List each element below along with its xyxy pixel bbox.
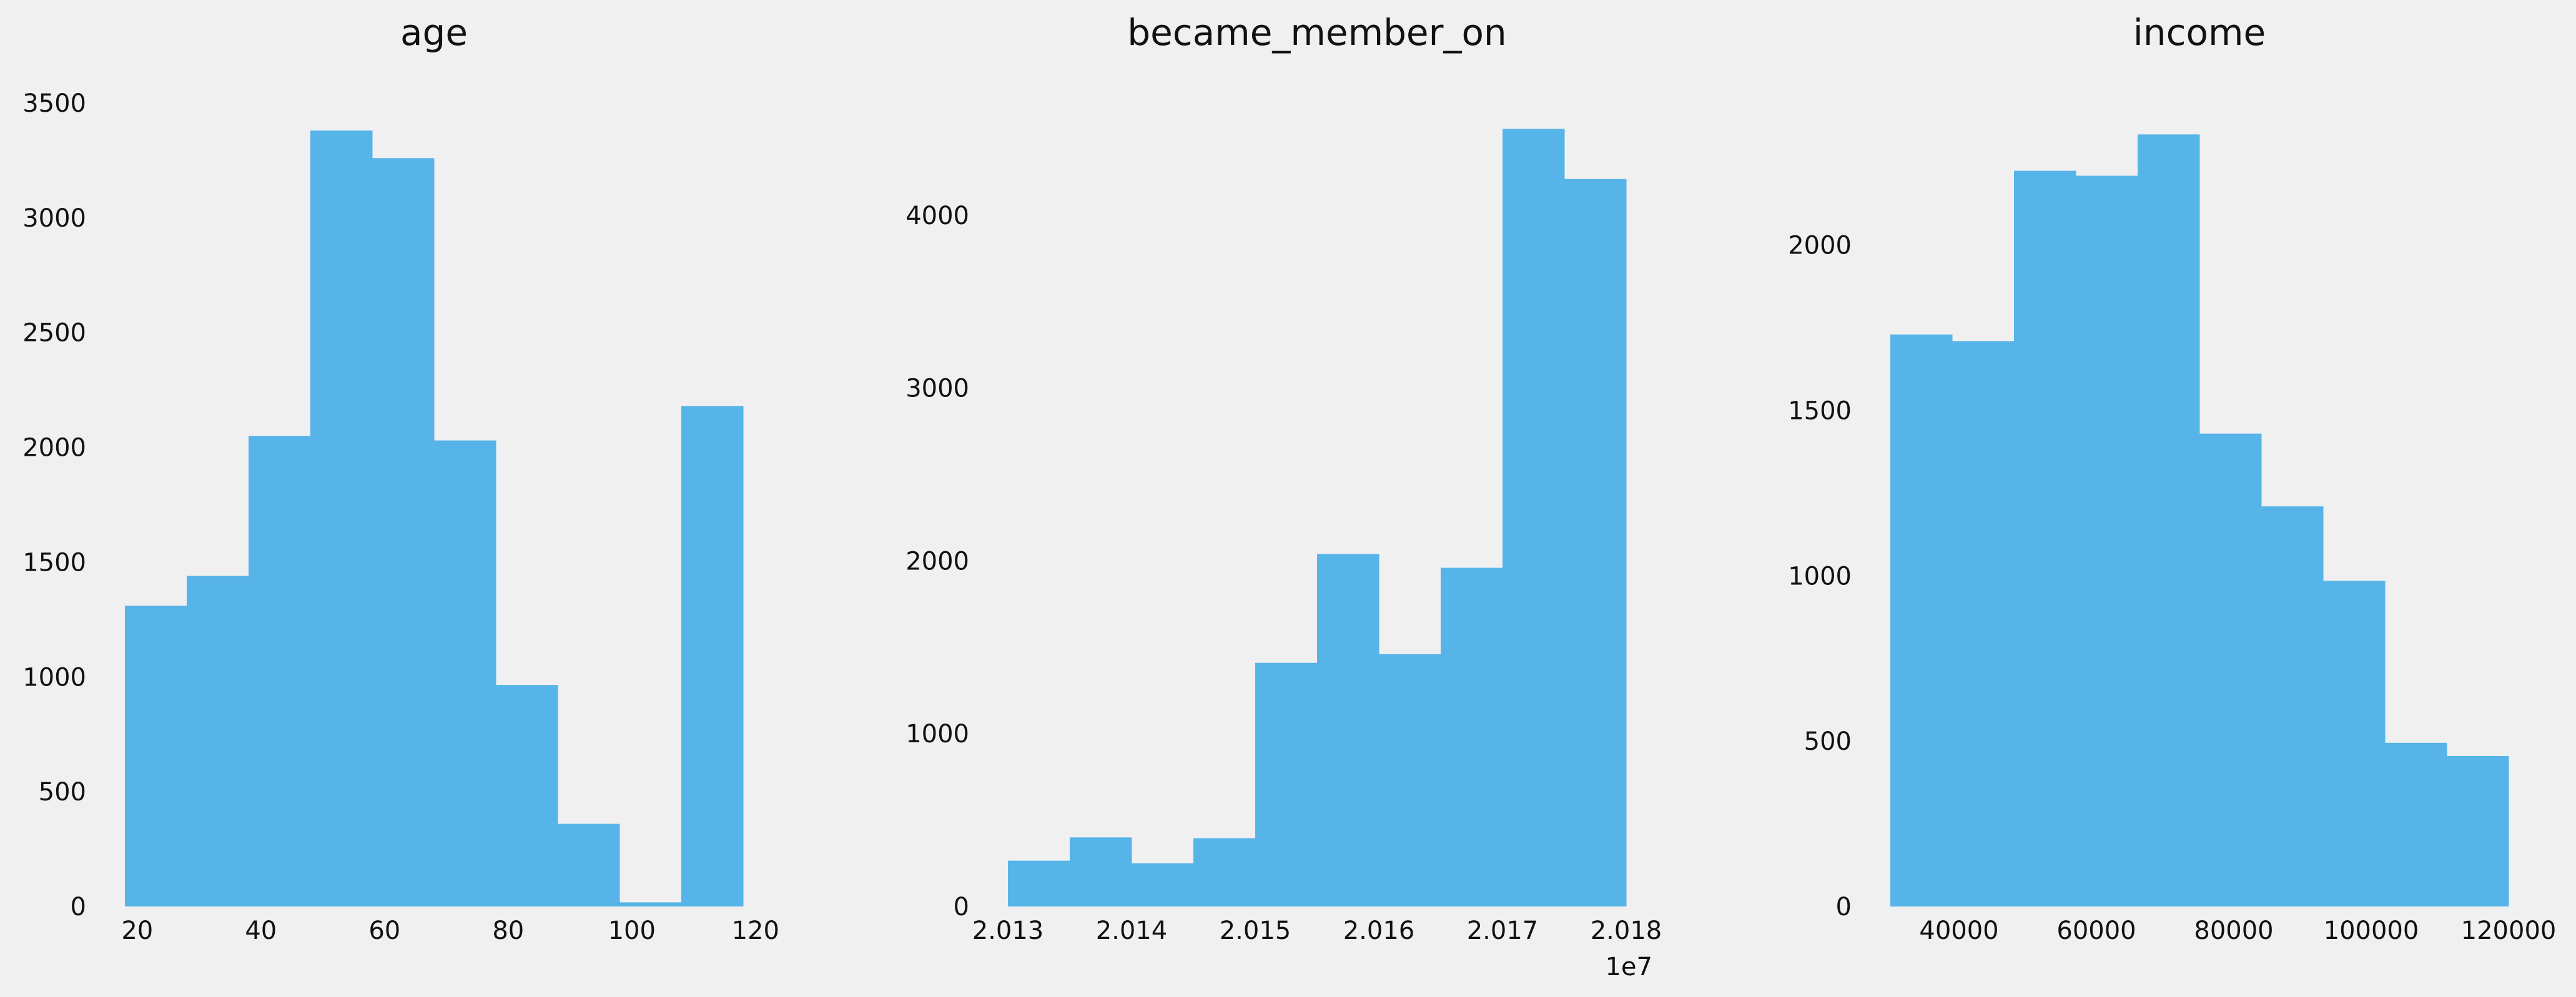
y-tick-label: 2000 [906, 547, 969, 576]
x-tick-label: 2.017 [1467, 916, 1539, 945]
y-tick-label: 1000 [1788, 562, 1852, 591]
histogram-bar [1255, 662, 1318, 906]
y-tick-label: 2000 [22, 434, 86, 463]
x-tick-label: 60 [368, 916, 400, 945]
histogram-bar [2076, 175, 2138, 906]
chart-title: age [400, 11, 468, 54]
x-tick-label: 80 [492, 916, 524, 945]
x-tick-label: 60000 [2056, 916, 2136, 945]
x-tick-label: 2.016 [1343, 916, 1415, 945]
histogram-bar [1070, 837, 1132, 906]
y-tick-label: 2000 [1788, 232, 1852, 260]
histogram-bar [372, 158, 435, 906]
x-tick-label: 100 [608, 916, 656, 945]
y-tick-label: 3500 [22, 89, 86, 118]
y-tick-label: 3000 [906, 375, 969, 403]
x-tick-label: 2.013 [972, 916, 1044, 945]
histogram-panel-3: income 0 500 1000 1500 2000 40000 60000 80000 100… [1788, 11, 2556, 945]
histogram-bar [681, 406, 744, 906]
histogram-bar [2385, 742, 2447, 906]
x-tick-label: 2.015 [1220, 916, 1291, 945]
histogram-bar [187, 576, 249, 906]
histogram-bar [249, 436, 311, 906]
histogram-bar [2199, 433, 2262, 906]
x-tick-label: 100000 [2324, 916, 2419, 945]
y-tick-label: 0 [1836, 893, 1852, 921]
x-axis-offset-label: 1e7 [1605, 953, 1652, 981]
y-tick-label: 1000 [906, 720, 969, 749]
histogram-bar [1564, 179, 1627, 906]
y-tick-label: 0 [954, 893, 969, 921]
histogram-bar [1952, 341, 2015, 906]
histogram-bar [1890, 334, 1953, 906]
x-tick-label: 20 [121, 916, 153, 945]
y-tick-label: 0 [71, 893, 86, 921]
x-tick-label: 80000 [2194, 916, 2273, 945]
x-tick-label: 40000 [1919, 916, 1998, 945]
histogram-bar [1317, 554, 1379, 906]
x-tick-label: 120000 [2461, 916, 2557, 945]
y-tick-label: 500 [39, 778, 86, 807]
histogram-bar [1008, 860, 1070, 906]
chart-title: income [2133, 11, 2266, 54]
histogram-bar [1379, 654, 1441, 906]
histogram-bar [1441, 567, 1503, 906]
histogram-bar [2323, 581, 2386, 906]
histogram-bar [1132, 863, 1194, 906]
histogram-bar [619, 902, 682, 906]
histogram-bar [2138, 134, 2200, 906]
y-tick-label: 1500 [1788, 397, 1852, 426]
histogram-bar [1193, 838, 1256, 906]
chart-title: became_member_on [1127, 11, 1506, 54]
histogram-bar [434, 440, 496, 906]
histogram-bar [558, 823, 620, 906]
x-tick-label: 2.018 [1591, 916, 1662, 945]
histogram-bar [1503, 129, 1565, 907]
y-tick-label: 3000 [22, 204, 86, 233]
histogram-bar [2447, 756, 2509, 906]
y-tick-label: 500 [1804, 727, 1852, 756]
histogram-bar [2014, 170, 2076, 906]
y-tick-label: 1000 [22, 663, 86, 692]
y-tick-label: 1500 [22, 548, 86, 577]
x-tick-label: 40 [245, 916, 277, 945]
histogram-bar [310, 130, 373, 906]
histogram-panel-2: became_member_on 0 1000 2000 3000 4000 2.013 2.… [906, 11, 1662, 981]
x-tick-label: 2.014 [1096, 916, 1168, 945]
histogram-panel-1: age 0 500 1000 1500 2000 2500 3000 3500 20 40 60 80 1… [22, 11, 779, 945]
x-tick-label: 120 [732, 916, 779, 945]
y-tick-label: 2500 [22, 319, 86, 348]
histogram-bar [496, 685, 558, 906]
histogram-bar [125, 606, 187, 906]
histogram-bar [2261, 506, 2324, 906]
y-tick-label: 4000 [906, 202, 969, 230]
